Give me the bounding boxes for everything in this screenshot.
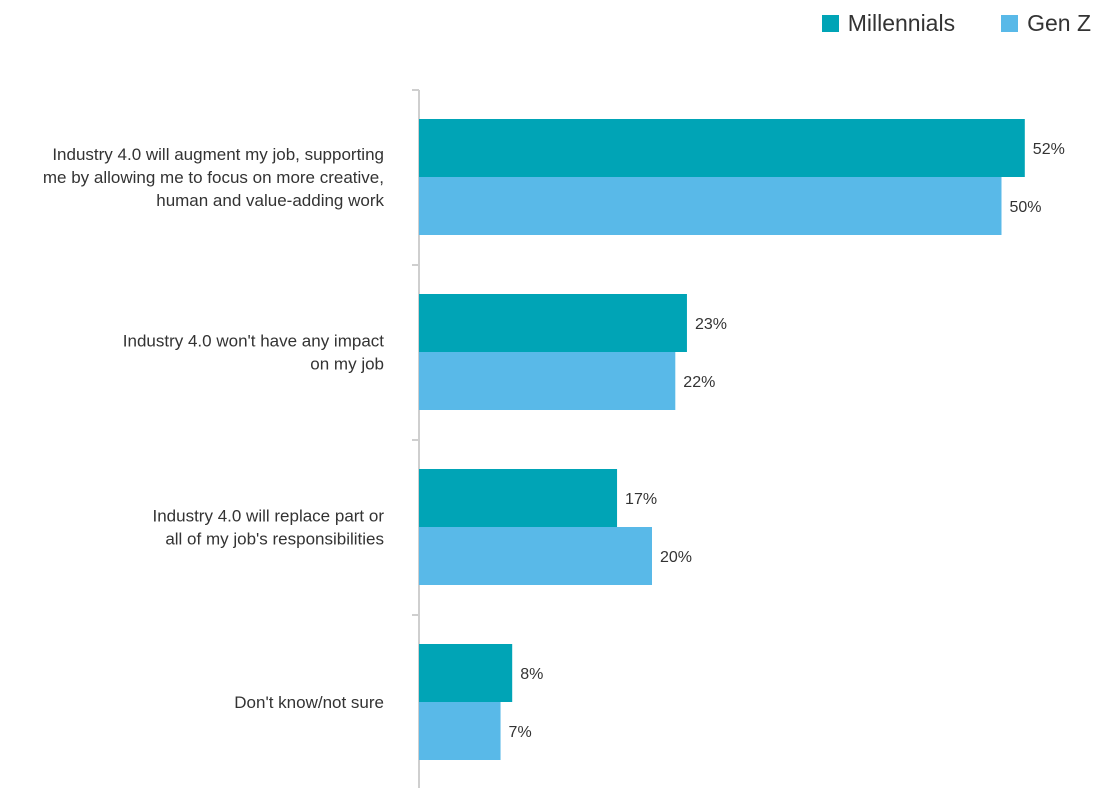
bar-gen-z bbox=[419, 527, 652, 585]
legend-swatch-millennials bbox=[821, 15, 839, 32]
bar-gen-z bbox=[419, 352, 676, 410]
category-label: all of my job's responsibilities bbox=[165, 530, 384, 549]
category-label: Industry 4.0 will augment my job, suppor… bbox=[52, 145, 384, 164]
category-label: Industry 4.0 will replace part or bbox=[153, 507, 385, 526]
category-label: Industry 4.0 won't have any impact bbox=[123, 332, 384, 351]
category-label: me by allowing me to focus on more creat… bbox=[43, 168, 384, 187]
legend-label-millennials: Millennials bbox=[847, 10, 956, 36]
bar-gen-z bbox=[419, 177, 1002, 235]
data-label: 52% bbox=[1033, 141, 1065, 158]
data-label: 23% bbox=[695, 316, 727, 333]
bar-millennials bbox=[419, 469, 618, 527]
category-label: Don't know/not sure bbox=[234, 693, 384, 712]
category-label: on my job bbox=[310, 355, 384, 374]
bar-millennials bbox=[419, 294, 687, 352]
legend-item-millennials: Millennials bbox=[821, 10, 956, 37]
data-label: 20% bbox=[660, 549, 692, 566]
data-label: 22% bbox=[683, 374, 715, 391]
legend: Millennials Gen Z bbox=[821, 10, 1091, 37]
bar-millennials bbox=[419, 644, 513, 702]
data-label: 7% bbox=[509, 724, 532, 741]
legend-item-gen-z: Gen Z bbox=[1001, 10, 1091, 37]
data-label: 50% bbox=[1010, 199, 1042, 216]
bar-gen-z bbox=[419, 702, 501, 760]
legend-label-gen-z: Gen Z bbox=[1027, 10, 1091, 36]
category-label: human and value-adding work bbox=[156, 191, 384, 210]
legend-swatch-gen-z bbox=[1001, 15, 1019, 32]
bar-millennials bbox=[419, 119, 1025, 177]
data-label: 8% bbox=[520, 666, 543, 683]
data-label: 17% bbox=[625, 491, 657, 508]
